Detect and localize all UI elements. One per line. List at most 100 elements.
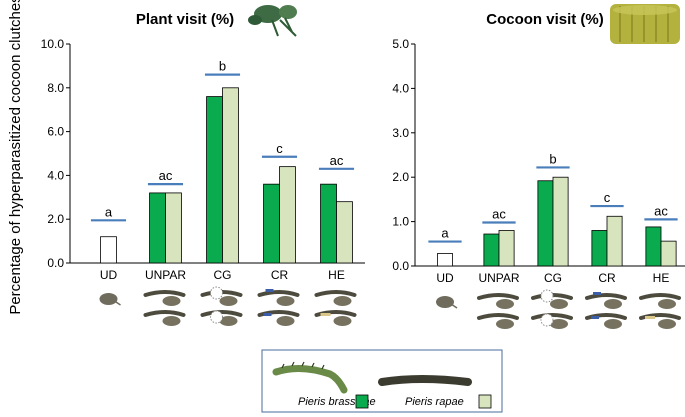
y-tick-label: 5.0 xyxy=(392,37,409,51)
leaf-thumbnail xyxy=(162,296,181,306)
cocoon-cluster-thumbnail xyxy=(540,313,554,327)
leaf-thumbnail xyxy=(219,316,238,326)
leaf-stem xyxy=(114,300,121,306)
larva-thumbnail xyxy=(314,310,357,317)
significance-letter: b xyxy=(549,151,556,166)
bar-rapae xyxy=(606,215,623,267)
y-axis-label: Percentage of hyperparasitized cocoon cl… xyxy=(7,0,24,315)
significance-letter: ac xyxy=(654,203,668,218)
bar-rapae xyxy=(336,201,353,264)
treatment-thumbnails xyxy=(99,286,681,329)
bar-rapae xyxy=(279,166,296,264)
larva-thumbnail xyxy=(477,293,519,300)
regurgitant-thumbnail xyxy=(593,292,601,295)
plant-panel-title: Plant visit (%) xyxy=(136,11,234,28)
legend-label-rapae: Pieris rapae xyxy=(405,396,464,408)
regurgitant-thumbnail xyxy=(591,316,599,319)
significance-letter: b xyxy=(219,59,226,74)
significance-letter: a xyxy=(105,204,113,219)
regurgitant-thumbnail xyxy=(265,289,274,292)
caterpillar-dark-icon xyxy=(378,375,472,386)
cocoon-icon xyxy=(610,4,680,44)
bar-brassicae xyxy=(206,96,223,264)
y-tick-label: 6.0 xyxy=(47,125,64,139)
cocoon-cluster-thumbnail xyxy=(210,310,223,324)
significance-letter: ac xyxy=(330,153,344,168)
y-tick-label: 3.0 xyxy=(392,126,409,140)
bar-brassicae xyxy=(149,192,166,264)
y-tick-label: 10.0 xyxy=(41,37,65,51)
larva-thumbnail xyxy=(314,290,357,297)
y-tick-label: 1.0 xyxy=(392,215,409,229)
bar-rapae xyxy=(660,240,677,267)
legend: Pieris brassicae Pieris rapae xyxy=(261,349,503,413)
panel-1: 0.0 1.0 2.0 3.0 4.0 5.0 UD a UNPAR ac CG b CR c HE ac xyxy=(392,37,685,285)
larva-thumbnail xyxy=(257,310,300,317)
significance-letter: c xyxy=(604,190,611,205)
larva-thumbnail xyxy=(639,313,681,320)
leaf-thumbnail xyxy=(658,319,676,329)
larva-thumbnail xyxy=(531,313,573,320)
larva-thumbnail xyxy=(143,310,186,317)
bar-brassicae xyxy=(483,233,500,267)
leaf-thumbnail xyxy=(276,316,295,326)
leaf-thumbnail xyxy=(162,316,181,326)
hemolymph-thumbnail xyxy=(320,313,331,316)
x-tick-label: HE xyxy=(328,268,345,282)
caterpillar-green-icon xyxy=(272,361,348,394)
significance-letter: c xyxy=(276,141,283,156)
bar-undamaged xyxy=(437,253,453,267)
y-tick-label: 8.0 xyxy=(47,81,64,95)
leaf-thumbnail xyxy=(604,319,622,329)
leaf-thumbnail xyxy=(550,319,568,329)
leaf-thumbnail xyxy=(658,299,676,309)
panel-0: 0.0 2.0 4.0 6.0 8.0 10.0 UD a UNPAR ac CG b CR c HE ac xyxy=(41,37,365,282)
y-tick-label: 4.0 xyxy=(392,81,409,95)
y-tick-label: 2.0 xyxy=(392,170,409,184)
bar-brassicae xyxy=(537,180,554,267)
leaf-stem xyxy=(450,303,458,309)
significance-letter: ac xyxy=(492,206,506,221)
leaf-thumbnail xyxy=(550,299,568,309)
significance-letter: a xyxy=(441,226,449,241)
bar-rapae xyxy=(552,176,569,267)
x-tick-label: UNPAR xyxy=(145,268,186,282)
y-tick-label: 0.0 xyxy=(392,259,409,273)
x-tick-label: CR xyxy=(271,268,289,282)
legend-swatch-brassicae xyxy=(355,394,369,409)
larva-thumbnail xyxy=(585,313,627,320)
plant-icon xyxy=(248,5,297,37)
leaf-thumbnail xyxy=(333,296,352,306)
cocoon-cluster-thumbnail xyxy=(210,286,223,300)
bar-brassicae xyxy=(263,183,280,264)
x-tick-label: CR xyxy=(598,271,616,285)
larva-thumbnail xyxy=(143,290,186,297)
larva-thumbnail xyxy=(585,293,627,300)
leaf-thumbnail xyxy=(604,299,622,309)
bar-rapae xyxy=(498,230,515,267)
hemolymph-thumbnail xyxy=(645,316,655,319)
x-tick-label: HE xyxy=(653,271,670,285)
bar-undamaged xyxy=(100,236,117,264)
leaf-thumbnail xyxy=(219,296,238,306)
y-tick-label: 2.0 xyxy=(47,212,64,226)
bar-brassicae xyxy=(591,230,608,267)
x-tick-label: UD xyxy=(100,268,118,282)
larva-thumbnail xyxy=(639,293,681,300)
leaf-thumbnail xyxy=(436,296,454,308)
regurgitant-thumbnail xyxy=(263,313,272,316)
leaf-thumbnail xyxy=(99,293,118,305)
leaf-thumbnail xyxy=(333,316,352,326)
larva-thumbnail xyxy=(257,290,300,297)
significance-letter: ac xyxy=(159,168,173,183)
cocoon-cluster-thumbnail xyxy=(540,289,554,303)
cocoon-panel-title: Cocoon visit (%) xyxy=(486,11,604,28)
x-tick-label: UD xyxy=(436,271,454,285)
legend-swatch-rapae xyxy=(478,394,492,409)
x-tick-label: CG xyxy=(544,271,562,285)
bar-rapae xyxy=(165,192,182,264)
bar-brassicae xyxy=(320,183,337,264)
leaf-thumbnail xyxy=(496,319,514,329)
y-tick-label: 4.0 xyxy=(47,168,64,182)
